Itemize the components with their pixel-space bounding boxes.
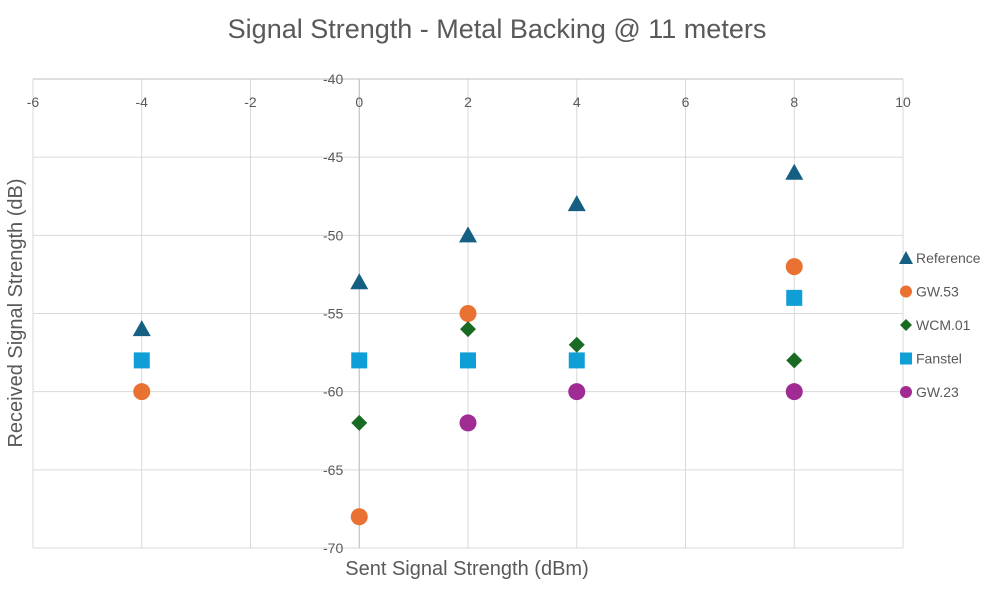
legend-marker-gw-23 [900, 386, 912, 398]
y-tick-label: -40 [323, 71, 343, 87]
data-point-fanstel [786, 289, 803, 306]
legend-marker-wcm-01 [900, 319, 912, 331]
data-point-gw-53 [350, 508, 368, 526]
data-point-reference [132, 320, 151, 337]
x-tick-label: 4 [573, 94, 581, 110]
data-point-gw-53 [785, 258, 803, 276]
x-tick-label: -4 [136, 94, 149, 110]
legend-marker-reference [899, 251, 913, 264]
x-tick-label: -6 [27, 94, 40, 110]
data-point-reference [567, 195, 586, 212]
legend-label-fanstel: Fanstel [916, 351, 962, 367]
y-tick-label: -65 [323, 462, 343, 478]
legend-marker-gw-53 [900, 285, 912, 298]
y-tick-label: -45 [323, 149, 343, 165]
data-points [132, 163, 804, 526]
data-point-wcm-01 [568, 336, 585, 353]
data-point-gw-23 [459, 414, 477, 432]
x-tick-label: 10 [895, 94, 911, 110]
x-tick-label: -2 [244, 94, 257, 110]
data-point-gw-53 [133, 383, 151, 401]
data-point-fanstel [351, 352, 368, 369]
chart-title: Signal Strength - Metal Backing @ 11 met… [227, 14, 767, 44]
axes [33, 78, 903, 548]
legend-label-gw-53: GW.53 [916, 284, 959, 300]
data-point-reference [459, 226, 477, 243]
data-point-wcm-01 [351, 414, 368, 431]
data-point-gw-53 [459, 305, 477, 322]
y-tick-label: -50 [323, 227, 343, 243]
data-point-wcm-01 [786, 352, 803, 369]
legend-label-gw-23: GW.23 [916, 384, 959, 400]
legend: Reference GW.53 WCM.01 Fanstel GW.23 [899, 250, 981, 400]
x-tick-label: 6 [682, 94, 690, 110]
data-point-fanstel [133, 352, 150, 369]
x-tick-label: 8 [790, 94, 798, 110]
x-tick-label: 0 [355, 94, 363, 110]
data-point-fanstel [568, 352, 585, 369]
y-tick-label: -55 [323, 306, 343, 322]
tick-labels: -6 -4 -2 0 2 4 6 8 10 -40 -45 -50 -55 -60 -65 -70 [27, 71, 911, 556]
data-point-fanstel [460, 352, 476, 369]
x-axis-title: Sent Signal Strength (dBm) [345, 558, 588, 580]
y-tick-label: -60 [323, 384, 343, 400]
legend-label-wcm-01: WCM.01 [916, 317, 971, 333]
data-point-gw-23 [785, 383, 803, 401]
legend-marker-fanstel [900, 352, 912, 365]
data-point-wcm-01 [460, 321, 476, 338]
x-tick-label: 2 [464, 94, 472, 110]
data-point-gw-23 [568, 383, 586, 401]
data-point-reference [350, 273, 369, 290]
y-axis-title: Received Signal Strength (dB) [5, 178, 27, 447]
data-point-reference [785, 163, 804, 180]
legend-label-reference: Reference [916, 250, 981, 266]
y-tick-label: -70 [323, 540, 343, 556]
